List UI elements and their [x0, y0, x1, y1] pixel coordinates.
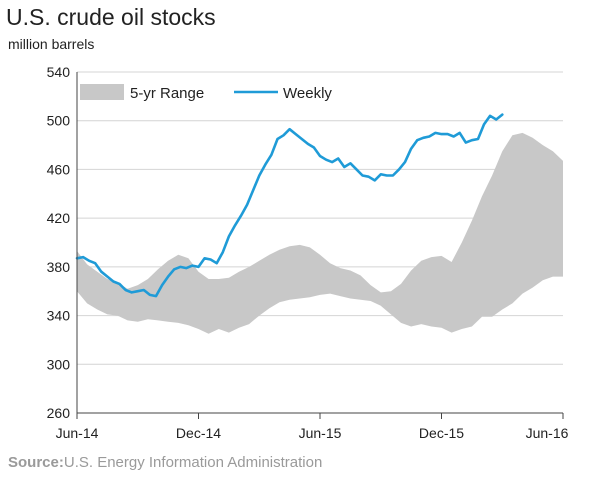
y-tick-label: 300	[47, 356, 71, 372]
x-tick-label: Jun-14	[56, 425, 99, 441]
source-note: Source:U.S. Energy Information Administr…	[8, 454, 322, 471]
y-tick-label: 460	[47, 161, 71, 177]
y-tick-label: 540	[47, 64, 71, 80]
chart-title: U.S. crude oil stocks	[6, 4, 216, 30]
range-band	[77, 132, 563, 334]
legend-range-swatch	[80, 84, 124, 100]
x-tick-label: Jun-15	[299, 425, 342, 441]
source-text: U.S. Energy Information Administration	[63, 454, 323, 471]
y-tick-label: 260	[47, 405, 71, 421]
y-tick-label: 420	[47, 210, 71, 226]
source-label: Source:	[8, 454, 64, 471]
legend-range-label: 5-yr Range	[130, 85, 204, 102]
weekly-line	[75, 113, 504, 298]
chart-subtitle: million barrels	[8, 36, 95, 52]
legend-weekly-label: Weekly	[283, 85, 332, 102]
y-tick-label: 340	[47, 308, 71, 324]
y-tick-label: 380	[47, 259, 71, 275]
x-tick-label: Dec-14	[176, 425, 221, 441]
x-tick-label: Jun-16	[526, 425, 569, 441]
y-tick-label: 500	[47, 113, 71, 129]
x-tick-label: Dec-15	[419, 425, 464, 441]
